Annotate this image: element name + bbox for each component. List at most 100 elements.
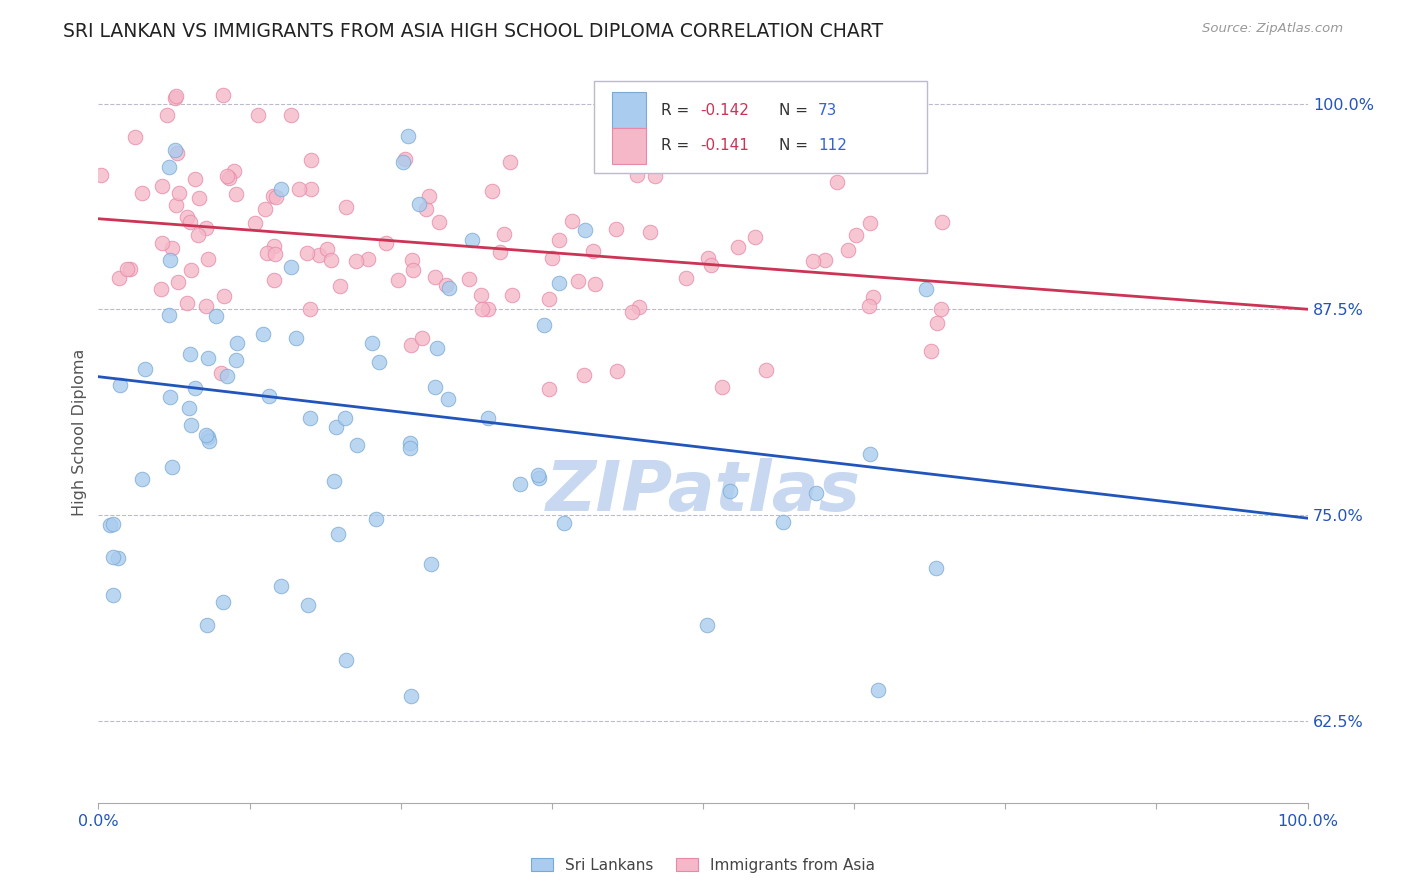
Point [297,598,319,612]
Point [361,335,384,350]
Point [156,107,179,121]
Point [859,216,882,230]
Point [335,200,357,214]
Point [166,275,188,289]
Text: N =: N = [779,138,813,153]
Point [195,221,218,235]
Point [299,182,322,196]
Point [509,476,531,491]
Point [157,308,180,322]
Point [225,186,247,201]
Point [920,344,942,359]
Point [457,272,479,286]
Point [159,390,181,404]
Point [321,252,343,267]
Point [914,282,936,296]
Point [399,441,422,455]
Point [131,472,153,486]
Point [357,252,380,266]
Point [755,362,778,376]
Point [101,550,124,565]
Point [605,222,627,236]
Point [263,239,285,253]
Point [167,186,190,200]
Point [392,155,415,169]
Point [408,197,430,211]
Point [179,346,201,360]
Point [401,252,423,267]
Point [194,299,217,313]
Point [264,246,287,260]
Point [696,251,718,265]
Point [124,130,146,145]
Point [165,198,187,212]
Point [582,244,605,258]
Text: R =: R = [661,103,693,118]
Point [263,273,285,287]
Point [176,296,198,310]
Point [675,271,697,285]
Text: 73: 73 [818,103,837,118]
Text: SRI LANKAN VS IMMIGRANTS FROM ASIA HIGH SCHOOL DIPLOMA CORRELATION CHART: SRI LANKAN VS IMMIGRANTS FROM ASIA HIGH … [63,22,883,41]
Point [160,241,183,255]
Point [308,248,330,262]
Point [461,233,484,247]
Point [187,228,209,243]
Point [280,108,302,122]
Point [628,300,651,314]
Point [427,215,450,229]
Point [477,302,499,317]
Point [814,253,837,268]
Point [402,262,425,277]
Point [264,190,287,204]
Y-axis label: High School Diploma: High School Diploma [72,349,87,516]
Point [825,175,848,189]
Point [197,430,219,444]
Point [398,436,420,450]
Point [606,364,628,378]
Point [553,516,575,530]
Point [326,527,349,541]
Point [243,215,266,229]
Point [845,228,868,243]
Point [285,331,308,345]
Point [837,243,859,257]
Point [180,417,202,432]
Point [157,160,180,174]
Point [195,617,218,632]
Point [215,369,238,384]
Point [420,558,443,572]
Point [425,270,447,285]
Point [197,252,219,266]
Point [160,460,183,475]
Point [499,155,522,169]
Point [226,335,249,350]
Point [527,471,550,485]
Point [101,588,124,602]
Point [194,427,217,442]
Text: ZIPatlas: ZIPatlas [546,458,860,525]
Point [150,178,173,193]
Point [295,245,318,260]
Point [540,251,562,265]
Point [434,278,457,293]
Point [533,318,555,332]
Point [212,289,235,303]
Point [744,229,766,244]
Point [131,186,153,200]
Point [98,518,121,533]
Point [198,434,221,448]
Point [288,181,311,195]
Point [329,279,352,293]
Point [699,258,721,272]
Point [488,245,510,260]
Point [537,292,560,306]
Point [270,579,292,593]
Point [252,326,274,341]
Point [165,89,187,103]
Point [344,254,367,268]
Point [925,560,948,574]
Point [299,301,322,316]
Point [925,316,948,330]
Point [205,310,228,324]
